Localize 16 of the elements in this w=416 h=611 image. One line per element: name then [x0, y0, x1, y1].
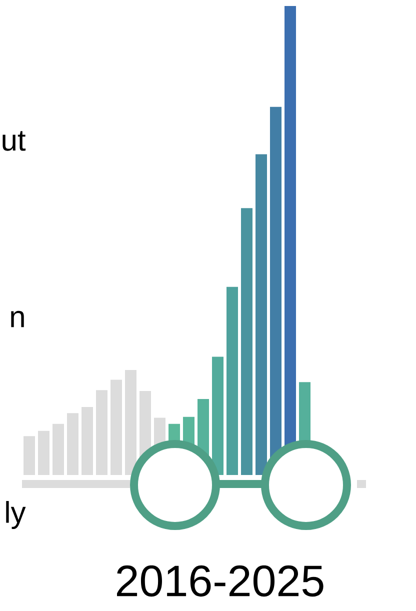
bar — [38, 430, 50, 475]
bar — [52, 424, 64, 475]
bar — [256, 154, 267, 475]
bar — [24, 436, 35, 475]
annotation: ut — [2, 131, 26, 151]
bar — [125, 370, 136, 475]
bar — [110, 380, 122, 475]
bar — [67, 413, 78, 475]
bar — [226, 286, 238, 475]
bar — [241, 208, 252, 475]
x-axis-title: 2016-2025 — [117, 565, 324, 597]
bar — [96, 390, 108, 475]
annotation: n — [11, 310, 24, 328]
bar — [82, 406, 93, 475]
bar — [212, 356, 224, 475]
text: ly — [6, 501, 26, 529]
